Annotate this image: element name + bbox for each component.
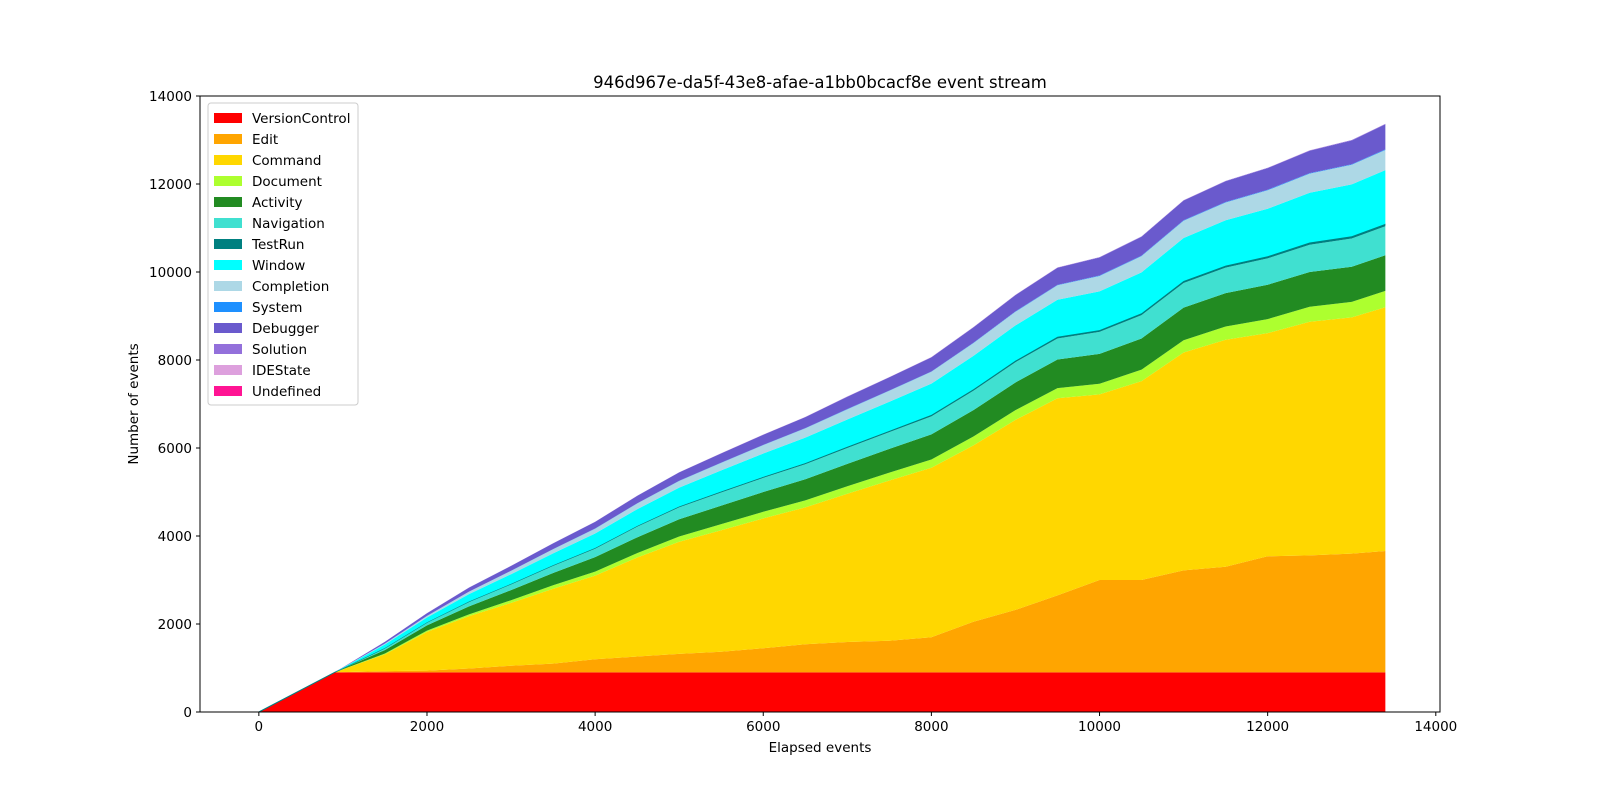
legend-label: Solution [252, 342, 307, 358]
x-tick-label: 4000 [578, 719, 612, 735]
y-tick-label: 0 [183, 705, 192, 721]
area-activity [258, 255, 1386, 712]
legend-item-navigation: Navigation [214, 216, 325, 232]
legend-item-edit: Edit [214, 132, 278, 148]
legend-item-command: Command [214, 153, 321, 169]
legend-swatch [214, 218, 242, 228]
legend-swatch [214, 197, 242, 207]
x-tick-label: 12000 [1246, 719, 1289, 735]
legend-swatch [214, 302, 242, 312]
legend-item-versioncontrol: VersionControl [214, 111, 350, 127]
legend-label: Activity [252, 195, 303, 211]
y-tick-label: 12000 [149, 177, 192, 193]
legend-label: TestRun [251, 237, 304, 253]
legend-swatch [214, 239, 242, 249]
area-debugger [258, 124, 1386, 713]
x-axis-label: Elapsed events [769, 740, 872, 756]
legend-item-solution: Solution [214, 342, 307, 358]
legend-item-testrun: TestRun [214, 237, 304, 253]
legend-label: VersionControl [252, 111, 350, 127]
x-tick-label: 2000 [410, 719, 444, 735]
y-tick-label: 2000 [158, 617, 192, 633]
x-tick-label: 10000 [1078, 719, 1121, 735]
y-tick-label: 14000 [149, 89, 192, 105]
y-tick-label: 10000 [149, 265, 192, 281]
legend-item-idestate: IDEState [214, 363, 311, 379]
legend-item-system: System [214, 300, 302, 316]
legend-label: System [252, 300, 302, 316]
x-tick-label: 6000 [746, 719, 780, 735]
area-versioncontrol [258, 672, 1386, 712]
chart-title: 946d967e-da5f-43e8-afae-a1bb0bcacf8e eve… [593, 73, 1047, 92]
legend-swatch [214, 281, 242, 291]
legend-item-completion: Completion [214, 279, 329, 295]
area-document [258, 290, 1386, 712]
legend-label: Navigation [252, 216, 325, 232]
area-completion [258, 149, 1386, 712]
legend-frame [207, 102, 359, 406]
legend-swatch [214, 323, 242, 333]
area-command [258, 307, 1386, 712]
stacked-areas [258, 123, 1386, 713]
legend-swatch [214, 113, 242, 123]
legend-item-debugger: Debugger [214, 321, 319, 337]
legend-swatch [214, 365, 242, 375]
legend-label: IDEState [252, 363, 311, 379]
y-tick-label: 6000 [158, 441, 192, 457]
y-axis: 0 2000 4000 6000 8000 10000 12000 14000 [149, 89, 200, 721]
y-axis-label: Number of events [126, 343, 142, 464]
legend-item-document: Document [214, 174, 322, 190]
y-tick-label: 4000 [158, 529, 192, 545]
legend-swatch [214, 386, 242, 396]
legend-swatch [214, 155, 242, 165]
legend-label: Debugger [252, 321, 319, 337]
legend-label: Window [252, 258, 305, 274]
x-tick-label: 8000 [914, 719, 948, 735]
legend-swatch [214, 344, 242, 354]
legend-item-activity: Activity [214, 195, 303, 211]
legend-item-undefined: Undefined [214, 384, 321, 400]
legend-label: Document [252, 174, 322, 190]
legend-label: Edit [252, 132, 278, 148]
legend: VersionControl Edit Command Document Activit… [207, 102, 359, 406]
legend-label: Completion [252, 279, 329, 295]
legend-item-window: Window [214, 258, 305, 274]
area-edit [258, 550, 1386, 712]
legend-label: Undefined [252, 384, 321, 400]
legend-label: Command [252, 153, 321, 169]
x-tick-label: 14000 [1414, 719, 1457, 735]
area-window [258, 170, 1386, 712]
x-tick-label: 0 [255, 719, 264, 735]
area-navigation [258, 226, 1386, 713]
plot-frame [199, 95, 1441, 713]
legend-swatch [214, 134, 242, 144]
x-axis: 0 2000 4000 6000 8000 10000 12000 14000 [255, 712, 1457, 735]
y-tick-label: 8000 [158, 353, 192, 369]
legend-swatch [214, 176, 242, 186]
legend-swatch [214, 260, 242, 270]
